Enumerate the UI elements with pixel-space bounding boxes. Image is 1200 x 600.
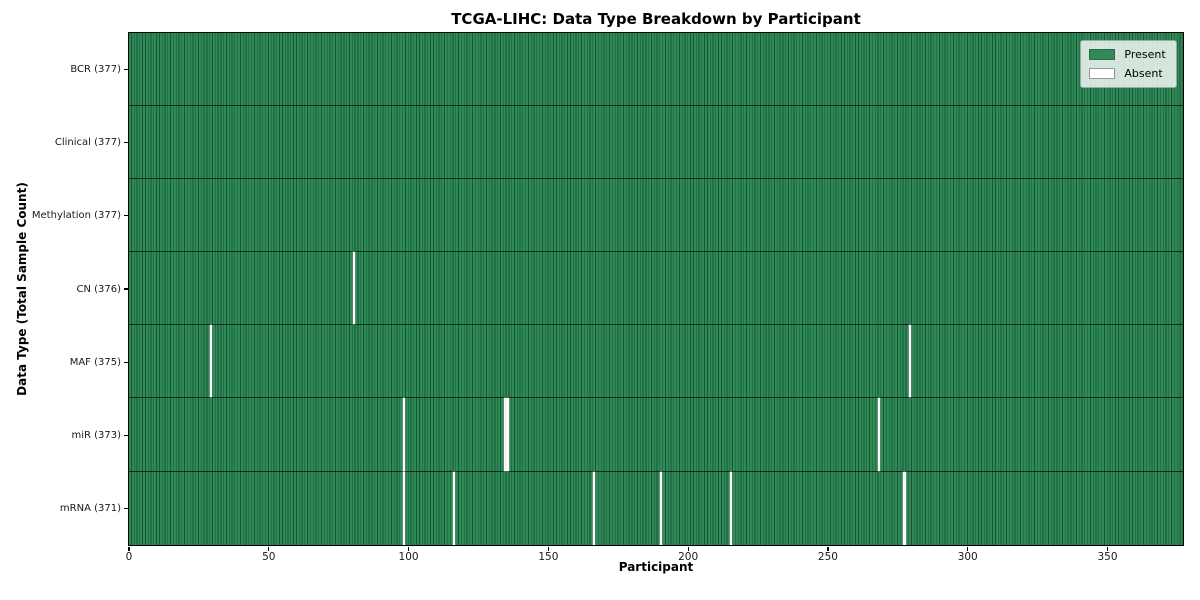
y-tick-label: Methylation (377) — [31, 210, 121, 222]
absent-cell — [903, 471, 906, 545]
y-tick-label: MAF (375) — [69, 356, 121, 368]
legend-item-present: Present — [1089, 47, 1166, 61]
y-tick-mark — [124, 215, 128, 217]
x-tick-mark — [827, 546, 829, 551]
x-tick-label: 350 — [1097, 551, 1118, 563]
x-tick-label: 150 — [538, 551, 559, 563]
x-tick-mark — [128, 546, 130, 551]
plot-area: Present Absent — [127, 31, 1184, 546]
legend-swatch-present — [1089, 48, 1116, 60]
absent-cell — [209, 325, 213, 398]
x-tick-label: 100 — [398, 551, 419, 563]
x-tick-label: 200 — [678, 551, 699, 563]
y-tick-label: Clinical (377) — [54, 137, 121, 149]
y-tick-label: BCR (377) — [70, 64, 121, 76]
absent-cell — [729, 471, 733, 545]
x-tick-label: 0 — [125, 551, 133, 563]
legend: Present Absent — [1080, 39, 1177, 88]
y-tick-mark — [124, 361, 128, 363]
absent-cell — [503, 398, 506, 471]
legend-swatch-absent — [1089, 67, 1116, 79]
legend-label: Present — [1124, 47, 1166, 61]
heatmap-row-BCR — [128, 33, 1183, 106]
chart-title: TCGA-LIHC: Data Type Breakdown by Partic… — [451, 10, 861, 28]
absent-cell — [908, 325, 912, 398]
y-tick-mark — [124, 142, 128, 144]
x-axis-label: Participant — [618, 560, 694, 574]
absent-cell — [402, 471, 406, 545]
x-tick-mark — [268, 546, 270, 551]
absent-cell — [878, 398, 881, 471]
absent-cell — [402, 398, 406, 471]
y-tick-mark — [124, 507, 128, 510]
absent-cell — [352, 252, 355, 325]
x-tick-mark — [967, 546, 969, 551]
heatmap-row-CN — [128, 252, 1183, 326]
absent-cell — [592, 471, 596, 545]
heatmap-row-miR — [128, 398, 1183, 472]
x-tick-mark — [1106, 546, 1109, 551]
y-tick-label: CN (376) — [76, 283, 121, 295]
y-tick-label: mRNA (371) — [59, 502, 121, 514]
x-tick-label: 300 — [957, 551, 978, 563]
x-tick-mark — [407, 546, 410, 551]
y-tick-mark — [124, 434, 128, 436]
heatmap-row-Clinical — [128, 106, 1183, 179]
legend-label: Absent — [1124, 66, 1163, 80]
x-tick-mark — [687, 546, 689, 551]
y-tick-mark — [124, 288, 128, 290]
x-tick-mark — [547, 546, 549, 551]
heatmap-row-Methylation — [128, 179, 1183, 253]
y-tick-mark — [124, 68, 128, 71]
legend-item-absent: Absent — [1089, 67, 1165, 80]
heatmap-row-mRNA — [129, 471, 1183, 545]
absent-cell — [660, 471, 663, 545]
absent-cell — [506, 398, 509, 471]
absent-cell — [453, 471, 456, 545]
heatmap-row-MAF — [128, 325, 1183, 399]
y-tick-label: miR (373) — [71, 429, 121, 441]
x-tick-label: 50 — [262, 551, 276, 563]
x-tick-label: 250 — [817, 551, 838, 563]
